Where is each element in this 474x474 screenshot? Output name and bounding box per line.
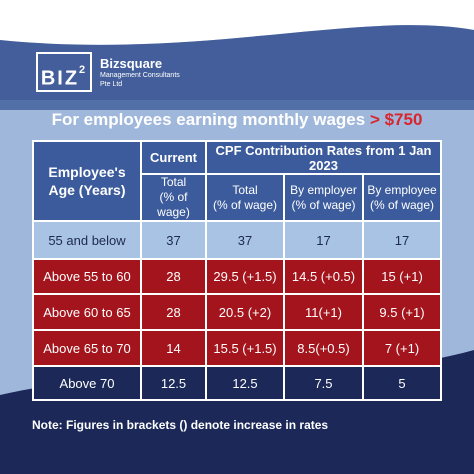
data-row: Above 70 12.5 12.5 7.5 5: [32, 365, 442, 401]
data-row: Above 55 to 60 28 29.5 (+1.5) 14.5 (+0.5) 15…: [32, 258, 442, 295]
data-cell: Above 70: [32, 365, 142, 401]
note: Note: Figures in brackets () denote incr…: [32, 418, 329, 432]
cell-line: Employee's: [48, 164, 126, 180]
data-cell: Above 65 to 70: [32, 329, 142, 367]
title: For employees earning monthly wages > $7…: [0, 110, 474, 130]
data-cell: 55 and below: [32, 220, 142, 260]
data-cell: 20.5 (+2): [205, 293, 285, 331]
subheader-row: Total (% of wage) Total (% of wage) By emplo…: [33, 173, 442, 222]
data-cell: 37: [140, 220, 207, 260]
data-cell: 37: [205, 220, 285, 260]
logo-text: BIZ: [40, 67, 80, 90]
data-cell: 5: [362, 365, 442, 401]
data-cell: 29.5 (+1.5): [205, 258, 285, 295]
cell-line: Total: [232, 182, 258, 197]
cell-line: Current: [150, 150, 197, 165]
company-sub: Pte Ltd: [100, 81, 123, 88]
cell-line: (% of wage): [369, 197, 435, 212]
title-highlight: > $750: [369, 110, 423, 129]
subheader-cell: By employee (% of wage): [362, 173, 442, 222]
data-cell: 9.5 (+1): [362, 293, 442, 331]
cell-line: By employer: [290, 182, 357, 197]
data-row: Above 65 to 70 14 15.5 (+1.5) 8.5(+0.5) 7 (+…: [32, 329, 442, 367]
data-cell: 17: [283, 220, 364, 260]
cell-line: (% of wage): [291, 197, 356, 212]
cell-line: CPF Contribution Rates from 1 Jan 2023: [215, 142, 432, 173]
cpf-table: Employee's Age (Years) Current CPF Contribu…: [32, 140, 442, 401]
logo-sup: 2: [79, 64, 88, 76]
data-cell: 12.5: [140, 365, 207, 401]
title-text: For employees earning monthly wages: [51, 110, 366, 129]
data-cell: 14: [140, 329, 207, 367]
data-cell: 11(+1): [283, 293, 364, 331]
data-cell: 15 (+1): [362, 258, 442, 295]
data-cell: 14.5 (+0.5): [283, 258, 364, 295]
data-cell: Above 55 to 60: [32, 258, 142, 295]
cell-line: Age (Years): [48, 182, 126, 198]
header-cell: Current: [140, 140, 207, 175]
band-wave: [0, 25, 474, 110]
data-cell: 15.5 (+1.5): [205, 329, 285, 367]
header-cell: CPF Contribution Rates from 1 Jan 2023: [205, 140, 442, 175]
data-cell: 7.5: [283, 365, 364, 401]
header-row: Employee's Age (Years) Current CPF Contribu…: [32, 140, 442, 222]
data-row: Above 60 to 65 28 20.5 (+2) 11(+1) 9.5 (+1): [32, 293, 442, 331]
subheader-cell: By employer (% of wage): [283, 173, 364, 222]
subheader-cell: Total (% of wage): [140, 173, 207, 222]
data-cell: 28: [140, 293, 207, 331]
logo: BIZ2: [36, 52, 92, 92]
data-cell: 7 (+1): [362, 329, 442, 367]
company-sub: Management Consultants: [100, 72, 180, 79]
data-cell: 8.5(+0.5): [283, 329, 364, 367]
data-cell: Above 60 to 65: [32, 293, 142, 331]
cell-line: (% of wage): [157, 190, 190, 219]
top-wave: [0, 0, 474, 45]
company: Bizsquare Management Consultants Pte Ltd: [100, 56, 180, 89]
company-name: Bizsquare: [100, 56, 163, 71]
cell-line: Total: [160, 175, 187, 189]
header-cell: Employee's Age (Years): [32, 140, 142, 222]
data-cell: 12.5: [205, 365, 285, 401]
data-cell: 28: [140, 258, 207, 295]
subheader-cell: Total (% of wage): [205, 173, 285, 222]
data-row: 55 and below 37 37 17 17: [32, 220, 442, 260]
cell-line: (% of wage): [212, 197, 278, 212]
data-cell: 17: [362, 220, 442, 260]
cell-line: By employee: [367, 182, 437, 197]
